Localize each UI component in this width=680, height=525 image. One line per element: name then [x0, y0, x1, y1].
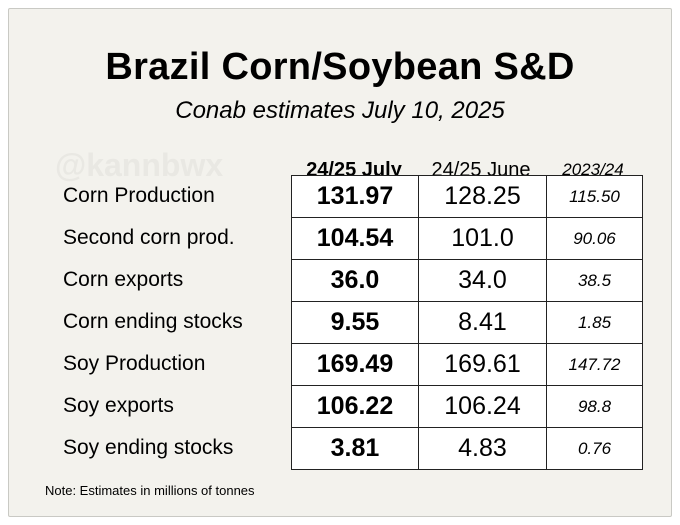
- table-row: 169.49 169.61 147.72: [291, 343, 643, 386]
- cell-24-25-july: 131.97: [291, 175, 419, 218]
- cell-24-25-june: 106.24: [418, 385, 547, 428]
- page-title: Brazil Corn/Soybean S&D: [105, 46, 575, 88]
- table-row: 106.22 106.24 98.8: [291, 385, 643, 428]
- page-subtitle: Conab estimates July 10, 2025: [175, 97, 505, 124]
- cell-2023-24: 1.85: [546, 301, 643, 344]
- cell-24-25-july: 36.0: [291, 259, 419, 302]
- cell-2023-24: 115.50: [546, 175, 643, 218]
- row-label-corn-production: Corn Production: [63, 184, 215, 207]
- table-row: 104.54 101.0 90.06: [291, 217, 643, 260]
- cell-2023-24: 0.76: [546, 427, 643, 470]
- cell-24-25-june: 34.0: [418, 259, 547, 302]
- cell-24-25-july: 3.81: [291, 427, 419, 470]
- table-row: 9.55 8.41 1.85: [291, 301, 643, 344]
- table-row: 3.81 4.83 0.76: [291, 427, 643, 470]
- row-label-soy-exports: Soy exports: [63, 394, 174, 417]
- cell-24-25-july: 9.55: [291, 301, 419, 344]
- footnote: Note: Estimates in millions of tonnes: [45, 483, 255, 498]
- table-row: 36.0 34.0 38.5: [291, 259, 643, 302]
- row-label-corn-exports: Corn exports: [63, 268, 184, 291]
- row-label-soy-ending-stocks: Soy ending stocks: [63, 436, 234, 459]
- cell-2023-24: 38.5: [546, 259, 643, 302]
- cell-24-25-june: 4.83: [418, 427, 547, 470]
- table-card: Brazil Corn/Soybean S&D Conab estimates …: [8, 8, 672, 517]
- cell-24-25-june: 101.0: [418, 217, 547, 260]
- column-header-2023-24: 2023/24: [562, 160, 624, 179]
- cell-24-25-june: 128.25: [418, 175, 547, 218]
- table-row: 131.97 128.25 115.50: [291, 175, 643, 218]
- data-table: 131.97 128.25 115.50 104.54 101.0 90.06 …: [291, 175, 643, 470]
- row-label-soy-production: Soy Production: [63, 352, 206, 375]
- watermark: @kannbwx: [55, 147, 224, 183]
- row-label-second-corn-prod: Second corn prod.: [63, 226, 235, 249]
- cell-2023-24: 147.72: [546, 343, 643, 386]
- cell-24-25-july: 106.22: [291, 385, 419, 428]
- cell-24-25-june: 169.61: [418, 343, 547, 386]
- cell-24-25-july: 169.49: [291, 343, 419, 386]
- row-label-corn-ending-stocks: Corn ending stocks: [63, 310, 243, 333]
- cell-24-25-july: 104.54: [291, 217, 419, 260]
- cell-24-25-june: 8.41: [418, 301, 547, 344]
- cell-2023-24: 90.06: [546, 217, 643, 260]
- cell-2023-24: 98.8: [546, 385, 643, 428]
- row-labels: Corn Production Second corn prod. Corn e…: [63, 175, 243, 469]
